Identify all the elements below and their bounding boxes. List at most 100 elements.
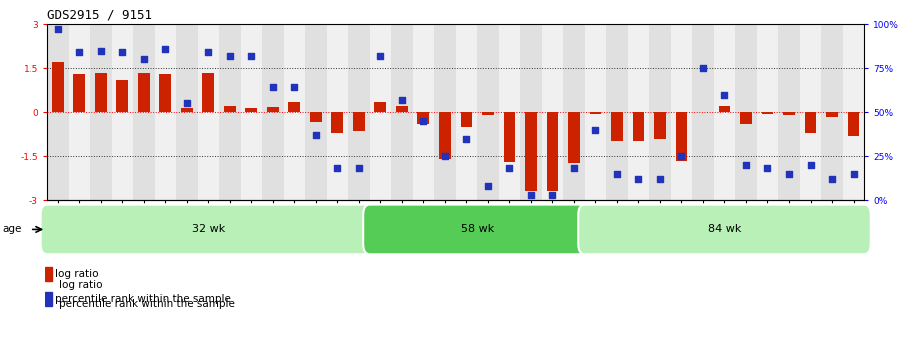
Bar — [477, 24, 499, 200]
Text: age: age — [3, 225, 22, 234]
Text: percentile rank within the sample: percentile rank within the sample — [55, 294, 231, 304]
Bar — [203, 72, 214, 112]
Bar — [628, 24, 649, 200]
Bar — [821, 24, 843, 200]
Text: percentile rank within the sample: percentile rank within the sample — [59, 299, 234, 308]
Bar — [585, 24, 606, 200]
Bar — [348, 24, 369, 200]
Bar — [525, 112, 537, 191]
Bar — [482, 112, 494, 115]
Bar — [843, 24, 864, 200]
Bar — [611, 112, 623, 141]
Point — [588, 127, 603, 132]
Bar — [155, 24, 176, 200]
Bar — [542, 24, 563, 200]
Point — [137, 57, 151, 62]
Point — [309, 132, 323, 138]
Bar — [439, 112, 451, 159]
Point — [738, 162, 753, 168]
Bar — [241, 24, 262, 200]
Bar — [826, 112, 838, 117]
Bar — [224, 106, 236, 112]
Point — [330, 166, 345, 171]
Bar — [159, 74, 171, 112]
Bar — [219, 24, 241, 200]
Point — [567, 166, 581, 171]
Text: log ratio: log ratio — [59, 280, 102, 289]
Bar — [181, 108, 193, 112]
Bar — [262, 24, 283, 200]
Bar — [45, 267, 52, 280]
Point — [846, 171, 861, 176]
Point — [782, 171, 796, 176]
Bar — [331, 112, 343, 132]
Bar — [805, 112, 816, 132]
Bar — [848, 112, 860, 136]
Bar — [671, 24, 692, 200]
Point — [373, 53, 387, 59]
Bar — [310, 112, 322, 122]
Bar — [176, 24, 197, 200]
Bar — [396, 106, 408, 112]
Bar — [778, 24, 800, 200]
Point — [395, 97, 409, 102]
Point — [223, 53, 237, 59]
Text: 58 wk: 58 wk — [461, 225, 494, 234]
Bar — [90, 24, 111, 200]
Bar — [47, 24, 69, 200]
Point — [287, 85, 301, 90]
Bar — [547, 112, 558, 191]
Point — [481, 183, 495, 189]
Bar — [633, 112, 644, 141]
FancyBboxPatch shape — [578, 205, 871, 254]
Bar — [133, 24, 155, 200]
Bar — [95, 72, 107, 112]
Bar — [714, 24, 735, 200]
Point — [93, 48, 108, 53]
Bar — [353, 112, 365, 131]
Bar — [568, 112, 580, 164]
Text: 32 wk: 32 wk — [192, 225, 225, 234]
Bar — [654, 112, 666, 138]
Bar — [719, 106, 730, 112]
Point — [51, 27, 65, 32]
Point — [438, 153, 452, 159]
Bar — [800, 24, 821, 200]
Bar — [283, 24, 305, 200]
Point — [179, 101, 194, 106]
Bar — [117, 80, 129, 112]
Text: log ratio: log ratio — [55, 269, 99, 279]
Bar — [675, 112, 688, 160]
Point — [115, 50, 129, 55]
Bar — [563, 24, 585, 200]
Text: 84 wk: 84 wk — [708, 225, 741, 234]
Bar — [267, 107, 279, 112]
Point — [416, 118, 431, 124]
Point — [201, 50, 215, 55]
Bar — [735, 24, 757, 200]
Bar — [783, 112, 795, 115]
Bar — [369, 24, 391, 200]
Bar — [305, 24, 327, 200]
Bar — [606, 24, 628, 200]
Point — [524, 192, 538, 198]
Point — [696, 66, 710, 71]
Bar — [111, 24, 133, 200]
Bar — [417, 112, 429, 124]
Point — [653, 176, 667, 182]
Bar — [740, 112, 752, 124]
Bar — [289, 102, 300, 112]
Point — [804, 162, 818, 168]
Point — [610, 171, 624, 176]
Bar — [456, 24, 477, 200]
Bar — [589, 112, 601, 114]
Bar — [649, 24, 671, 200]
Bar — [245, 108, 257, 112]
FancyBboxPatch shape — [41, 205, 376, 254]
Bar — [327, 24, 348, 200]
FancyBboxPatch shape — [363, 205, 591, 254]
Bar — [138, 72, 149, 112]
Bar — [52, 62, 63, 112]
Point — [158, 46, 173, 51]
Point — [674, 153, 689, 159]
